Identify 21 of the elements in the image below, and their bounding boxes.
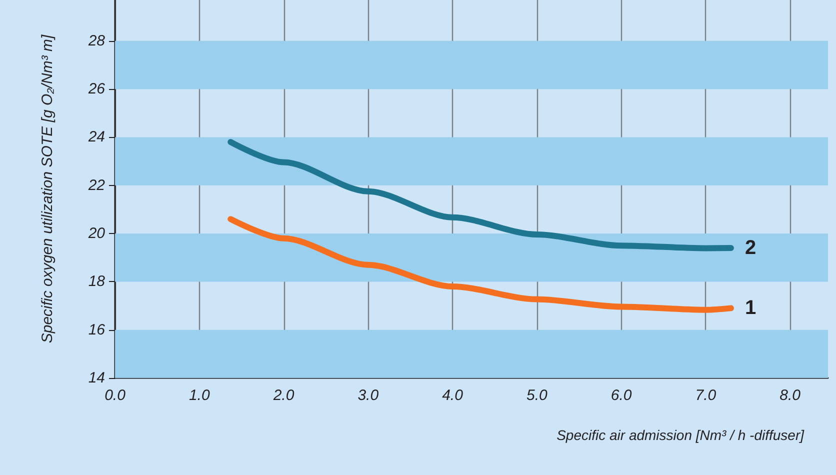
y-tick-label: 28 bbox=[87, 32, 106, 50]
x-tick-label: 3.0 bbox=[358, 387, 380, 404]
x-tick-label: 0.0 bbox=[104, 387, 126, 404]
x-tick-label: 6.0 bbox=[610, 387, 632, 404]
y-tick-label: 24 bbox=[87, 128, 105, 146]
series-label: 2 bbox=[744, 236, 756, 259]
y-axis-title: Specific oxygen utilization SOTE [g O₂/Nm³ m] bbox=[39, 34, 56, 344]
x-tick-label: 8.0 bbox=[780, 387, 802, 404]
x-tick-label: 2.0 bbox=[272, 387, 295, 404]
x-tick-label: 5.0 bbox=[526, 387, 548, 404]
y-tick-label: 18 bbox=[88, 273, 106, 290]
y-tick-label: 20 bbox=[87, 225, 106, 242]
x-tick-label: 7.0 bbox=[695, 387, 717, 404]
x-axis-title: Specific air admission [Nm³ / h -diffuser] bbox=[556, 427, 806, 443]
y-tick-label: 16 bbox=[88, 321, 106, 338]
y-tick-label: 14 bbox=[88, 370, 105, 386]
x-tick-label: 4.0 bbox=[442, 387, 464, 404]
series-label: 1 bbox=[744, 297, 756, 320]
y-tick-label: 22 bbox=[87, 176, 106, 194]
x-tick-label: 1.0 bbox=[188, 387, 210, 404]
y-tick-label: 26 bbox=[87, 80, 106, 98]
